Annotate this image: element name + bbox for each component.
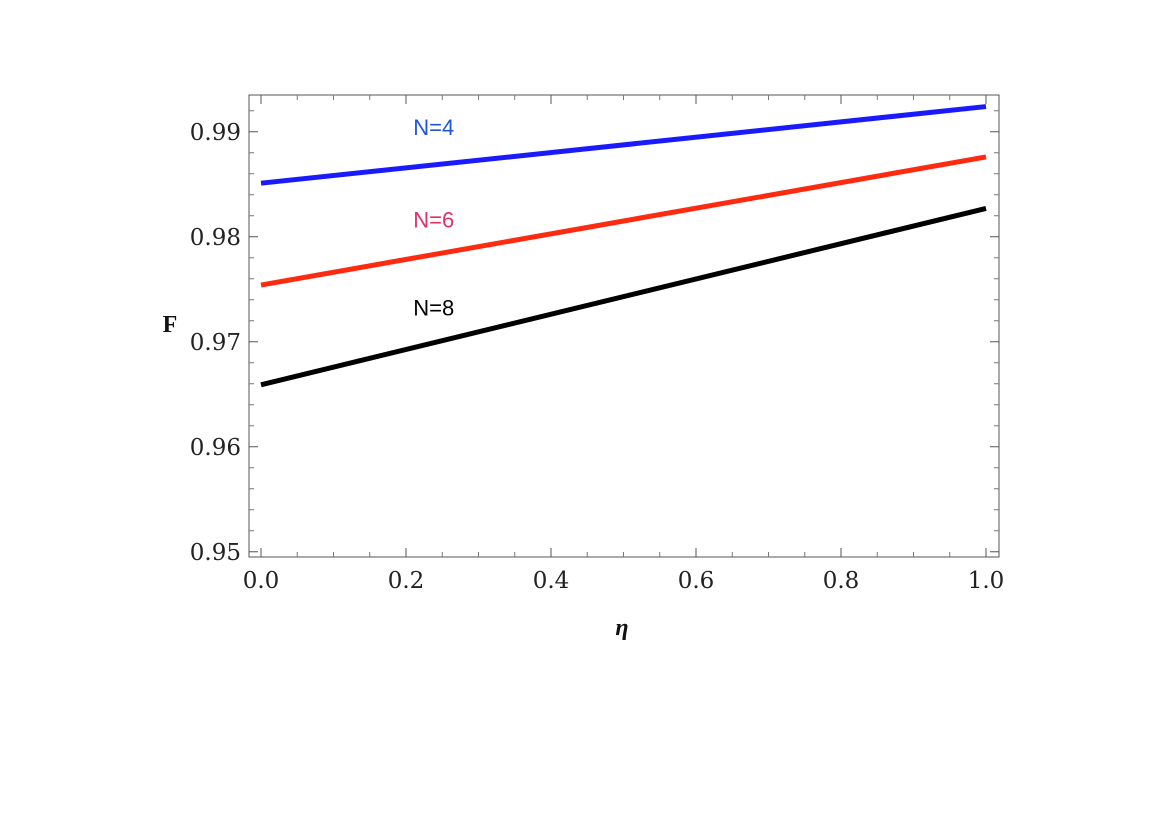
- series-labels: N=4 N=6 N=8: [413, 115, 454, 321]
- series-line-n-6: [260, 154, 987, 288]
- plot-frame: [248, 94, 1000, 558]
- series-line-n-8: [260, 205, 987, 388]
- minor-ticks: [249, 95, 999, 557]
- y-tick-label: 0.97: [190, 330, 241, 356]
- series-line-n-4: [260, 104, 987, 186]
- y-tick-label: 0.98: [190, 225, 241, 251]
- series-label: N=8: [413, 296, 454, 321]
- series-label: N=6: [413, 207, 454, 232]
- y-tick-label: 0.96: [190, 435, 241, 461]
- y-axis-title: F: [163, 312, 178, 338]
- major-ticks: [249, 95, 999, 557]
- x-tick-label: 0.4: [533, 568, 570, 594]
- x-tick-labels: 0.0 0.2 0.4 0.6 0.8 1.0: [243, 568, 1005, 594]
- x-tick-label: 0.6: [678, 568, 715, 594]
- x-tick-label: 0.0: [243, 568, 280, 594]
- series-label: N=4: [413, 115, 454, 140]
- y-tick-label: 0.95: [190, 540, 241, 566]
- x-tick-label: 0.8: [823, 568, 860, 594]
- x-axis-title: η: [615, 615, 628, 641]
- x-tick-label: 1.0: [968, 568, 1005, 594]
- x-tick-label: 0.2: [388, 568, 425, 594]
- y-tick-labels: 0.95 0.96 0.97 0.98 0.99: [190, 120, 241, 566]
- y-tick-label: 0.99: [190, 120, 241, 146]
- series-lines: [260, 104, 987, 388]
